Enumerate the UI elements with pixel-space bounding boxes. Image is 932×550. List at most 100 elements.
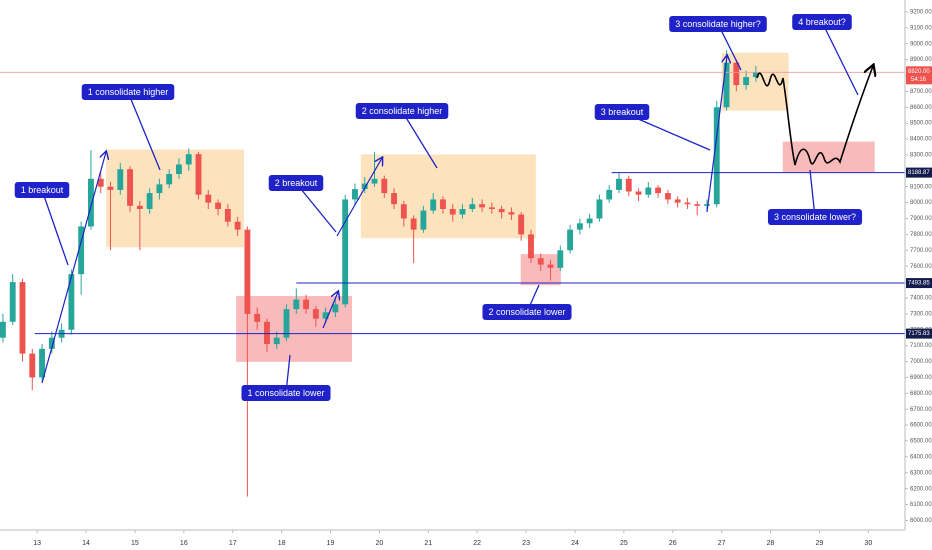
candle-body bbox=[704, 204, 710, 206]
y-tick-label: 6500.00 bbox=[910, 439, 932, 445]
x-tick-label: 13 bbox=[33, 540, 41, 547]
candles bbox=[0, 50, 759, 497]
candle-body bbox=[576, 223, 583, 230]
candle-body bbox=[694, 204, 701, 206]
annotations: 1 breakout 1 consolidate higher 2 breakout… bbox=[14, 14, 863, 401]
candle-body bbox=[127, 169, 133, 206]
y-tick-label: 9200.00 bbox=[910, 9, 932, 15]
y-tick-label: 8100.00 bbox=[910, 184, 932, 190]
candle-body bbox=[303, 299, 310, 310]
y-tick-label: 9100.00 bbox=[910, 25, 932, 31]
candle-body bbox=[273, 337, 280, 345]
trend-arrow bbox=[336, 158, 382, 237]
candle-body bbox=[674, 199, 681, 203]
candle-body bbox=[117, 169, 124, 190]
candle-body bbox=[430, 199, 437, 211]
y-tick-label: 6800.00 bbox=[910, 391, 932, 397]
zone bbox=[721, 52, 789, 111]
candle-body bbox=[48, 337, 55, 349]
level-label: 7175.83 bbox=[908, 331, 930, 337]
y-tick-label: 6000.00 bbox=[910, 518, 932, 524]
y-tick-label: 6600.00 bbox=[910, 423, 932, 429]
x-tick-label: 25 bbox=[620, 540, 628, 547]
candle-body bbox=[440, 199, 446, 209]
candle-body bbox=[29, 353, 36, 378]
candle-body bbox=[185, 154, 192, 165]
candle-body bbox=[400, 204, 407, 219]
annotation-box bbox=[669, 16, 767, 32]
candle-body bbox=[205, 194, 212, 203]
candle-body bbox=[195, 154, 202, 195]
trend-arrow bbox=[706, 56, 727, 213]
candle-body bbox=[9, 282, 16, 322]
candle-body bbox=[283, 309, 290, 338]
annotation-label: 1 consolidate lower bbox=[247, 388, 324, 398]
y-tick-label: 6400.00 bbox=[910, 454, 932, 460]
candle-body bbox=[616, 178, 622, 190]
candle-body bbox=[342, 199, 349, 305]
annotation-pointer bbox=[41, 189, 69, 266]
annotation-label: 4 breakout? bbox=[798, 17, 846, 27]
candle-body bbox=[19, 282, 26, 354]
x-tick-label: 16 bbox=[180, 540, 188, 547]
levels bbox=[0, 71, 905, 335]
y-tick-label: 8500.00 bbox=[910, 121, 932, 127]
annotation-pointer bbox=[401, 110, 438, 169]
y-tick-label: 6700.00 bbox=[910, 407, 932, 413]
candle-body bbox=[293, 299, 300, 310]
annotation-pointer bbox=[821, 21, 859, 96]
candle-body bbox=[645, 187, 652, 195]
candle-body bbox=[557, 250, 564, 268]
x-tick-label: 20 bbox=[376, 540, 384, 547]
candle-body bbox=[498, 208, 505, 213]
y-tick-label: 6300.00 bbox=[910, 470, 932, 476]
candle-body bbox=[312, 309, 319, 319]
x-tick-label: 14 bbox=[82, 540, 90, 547]
y-tick-label: 7900.00 bbox=[910, 216, 932, 222]
candle-body bbox=[371, 178, 378, 184]
y-tick-label: 6100.00 bbox=[910, 502, 932, 508]
candle-body bbox=[39, 348, 45, 378]
annotation-box bbox=[482, 304, 572, 320]
candle-body bbox=[107, 186, 114, 190]
candle-body bbox=[469, 204, 476, 209]
level-tag bbox=[906, 328, 932, 339]
level-label: 8188.87 bbox=[908, 170, 930, 176]
x-tick-label: 29 bbox=[816, 540, 824, 547]
annotation-label: 1 consolidate higher bbox=[88, 87, 169, 97]
candle-body bbox=[234, 221, 241, 230]
candle-body bbox=[528, 234, 534, 259]
candle-body bbox=[596, 199, 603, 219]
annotation-box bbox=[594, 104, 650, 120]
candle-body bbox=[684, 202, 691, 205]
candle-body bbox=[136, 205, 143, 209]
annotation-label: 3 consolidate lower? bbox=[774, 212, 856, 222]
y-tick-label: 6900.00 bbox=[910, 375, 932, 381]
y-tick-label: 8600.00 bbox=[910, 105, 932, 111]
candle-body bbox=[625, 178, 632, 192]
y-tick-label: 8300.00 bbox=[910, 153, 932, 159]
candle-body bbox=[88, 178, 94, 227]
candle-body bbox=[254, 313, 261, 322]
x-tick-label: 27 bbox=[718, 540, 726, 547]
candle-body bbox=[743, 77, 750, 86]
trend-arrow bbox=[322, 292, 338, 329]
annotation-pointer bbox=[127, 91, 161, 171]
level-tag bbox=[906, 278, 932, 289]
candle-body bbox=[224, 208, 231, 222]
candle-body bbox=[518, 214, 525, 235]
candle-body bbox=[78, 226, 85, 275]
candle-body bbox=[655, 187, 662, 194]
x-tick-label: 21 bbox=[424, 540, 432, 547]
candle-body bbox=[68, 274, 75, 330]
last-price-tag bbox=[906, 66, 932, 85]
y-tick-label: 8000.00 bbox=[910, 200, 932, 206]
candle-body bbox=[537, 258, 544, 265]
y-tick-label: 8400.00 bbox=[910, 137, 932, 143]
candle-body bbox=[567, 229, 574, 251]
candle-body bbox=[508, 212, 515, 215]
candle-body bbox=[664, 193, 671, 200]
annotation-label: 3 breakout bbox=[601, 107, 644, 117]
level-tag bbox=[906, 167, 932, 178]
